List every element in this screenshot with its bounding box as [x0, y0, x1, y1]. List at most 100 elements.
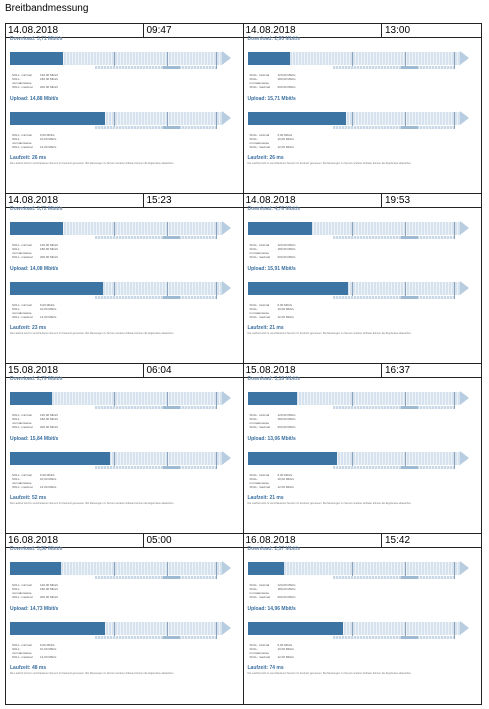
soll-min-label: SOLL: minimal — [249, 583, 270, 587]
upload-title: Upload: 15,91 Mbit/s — [247, 266, 296, 272]
upload-sub-mark — [163, 636, 180, 639]
soll-min-value: 6,00 Mbit/s — [40, 643, 55, 647]
laufzeit-value: Laufzeit: 74 ms — [247, 665, 284, 671]
soll-max-label: SOLL: maximal — [249, 595, 271, 599]
measurement-time: 19:53 — [381, 194, 481, 208]
upload-tick-max — [453, 112, 455, 129]
page-title: Breitbandmessung — [5, 3, 89, 14]
soll-min-value: 6,00 Mbit/s — [277, 303, 293, 307]
soll-max-label: SOLL: maximal — [12, 485, 33, 489]
upload-tick-min — [351, 622, 353, 639]
speedtest-result: Download: 3,18 Mbit/s SOLL: minimal 120,… — [244, 376, 482, 505]
measurement-cell: 14.08.2018 09:47 Download: 3,71 Mbit/s S… — [6, 24, 244, 194]
footnote: Die Laufzeit wird zu verschiedenen Serve… — [10, 672, 175, 675]
upload-gauge — [10, 616, 239, 642]
download-sub-track — [95, 66, 216, 69]
download-sub-mark — [163, 236, 180, 239]
soll-max-value: 200,00 Mbit/s — [40, 85, 59, 89]
soll-min-label: SOLL: minimal — [12, 133, 32, 137]
soll-norm-value: 180,00 Mbit/s — [277, 587, 296, 591]
upload-tick-norm — [167, 452, 168, 469]
download-tick-min — [351, 392, 353, 409]
upload-soll-list: SOLL: minimal 6,00 Mbit/s SOLL: normaler… — [250, 473, 478, 489]
soll-min-value: 120,00 Mbit/s — [40, 413, 59, 417]
speedtest-result: Download: 3,72 Mbit/s SOLL: minimal 120,… — [6, 206, 243, 335]
upload-title: Upload: 13,06 Mbit/s — [247, 436, 296, 442]
upload-scale — [248, 616, 478, 621]
upload-arrow-icon — [222, 621, 231, 635]
download-scale — [10, 216, 239, 221]
measurement-time: 15:23 — [142, 194, 243, 208]
soll-max-label: SOLL: maximal — [249, 485, 271, 489]
download-soll-list: SOLL: minimal 120,00 Mbit/s SOLL: normal… — [250, 243, 478, 259]
soll-norm-value: 10,00 Mbit/s — [40, 137, 57, 141]
soll-min-label: SOLL: minimal — [12, 643, 32, 647]
download-gauge-track — [247, 52, 460, 65]
measurement-cell: 14.08.2018 13:00 Download: 2,95 Mbit/s S… — [243, 24, 482, 194]
download-tick-max — [216, 222, 217, 239]
download-gauge-track — [10, 222, 222, 235]
upload-tick-norm — [167, 622, 168, 639]
soll-min-value: 120,00 Mbit/s — [40, 243, 59, 247]
download-gauge — [247, 386, 478, 412]
upload-tick-max — [216, 622, 217, 639]
soll-max-value: 12,00 Mbit/s — [277, 655, 294, 659]
download-tick-min — [351, 52, 353, 69]
upload-scale — [10, 276, 239, 281]
upload-sub-track — [332, 126, 454, 129]
download-scale — [10, 556, 239, 561]
download-scale — [248, 46, 478, 51]
footnote: Die Laufzeit wird zu verschiedenen Serve… — [247, 502, 412, 505]
soll-min-label: SOLL: minimal — [249, 413, 270, 417]
upload-sub-mark — [400, 636, 418, 639]
upload-sub-track — [332, 296, 454, 299]
cell-header: 14.08.2018 19:53 — [243, 194, 481, 208]
download-tick-min — [351, 222, 353, 239]
upload-soll-list: SOLL: minimal 6,00 Mbit/s SOLL: normaler… — [12, 473, 239, 489]
soll-max-value: 12,00 Mbit/s — [277, 485, 294, 489]
download-soll-list: SOLL: minimal 120,00 Mbit/s SOLL: normal… — [12, 73, 239, 89]
download-gauge-track — [247, 392, 460, 405]
soll-norm-label: SOLL: normalerweise — [12, 417, 32, 425]
upload-gauge — [10, 446, 239, 472]
download-sub-mark — [400, 576, 418, 579]
upload-soll-list: SOLL: minimal 6,00 Mbit/s SOLL: normaler… — [250, 303, 478, 319]
upload-tick-norm — [404, 282, 406, 299]
upload-scale — [10, 616, 239, 621]
download-sub-track — [332, 236, 454, 239]
footnote: Die Laufzeit wird zu verschiedenen Serve… — [247, 672, 412, 675]
upload-tick-min — [114, 112, 115, 129]
measurement-date: 15.08.2018 — [6, 364, 143, 378]
soll-norm-value: 180,00 Mbit/s — [40, 587, 59, 591]
soll-max-value: 12,00 Mbit/s — [277, 145, 294, 149]
download-title: Download: 3,71 Mbit/s — [10, 36, 63, 42]
soll-norm-label: SOLL: normalerweise — [12, 307, 32, 315]
download-gauge-fill — [10, 222, 63, 235]
download-arrow-icon — [222, 561, 231, 575]
soll-norm-value: 10,00 Mbit/s — [277, 477, 294, 481]
download-title: Download: 3,72 Mbit/s — [10, 206, 63, 212]
download-gauge-fill — [10, 562, 61, 575]
download-arrow-icon — [459, 51, 469, 65]
measurement-time: 06:04 — [142, 364, 243, 378]
cell-header: 16.08.2018 15:42 — [243, 534, 481, 548]
speedtest-result: Download: 2,95 Mbit/s SOLL: minimal 120,… — [244, 36, 482, 165]
download-sub-mark — [400, 236, 418, 239]
download-sub-mark — [163, 406, 180, 409]
soll-min-label: SOLL: minimal — [12, 73, 32, 77]
soll-max-value: 12,00 Mbit/s — [40, 655, 57, 659]
upload-tick-norm — [404, 622, 406, 639]
download-arrow-icon — [222, 391, 231, 405]
upload-soll-list: SOLL: minimal 6,00 Mbit/s SOLL: normaler… — [12, 643, 239, 659]
download-soll-list: SOLL: minimal 120,00 Mbit/s SOLL: normal… — [12, 583, 239, 599]
upload-scale — [10, 446, 239, 451]
upload-soll-list: SOLL: minimal 6,00 Mbit/s SOLL: normaler… — [12, 133, 239, 149]
download-tick-norm — [404, 52, 406, 69]
laufzeit-value: Laufzeit: 21 ms — [247, 495, 284, 501]
soll-max-value: 12,00 Mbit/s — [277, 315, 294, 319]
soll-norm-value: 180,00 Mbit/s — [40, 77, 59, 81]
download-gauge — [247, 46, 478, 72]
download-gauge — [247, 556, 478, 582]
upload-gauge-fill — [247, 112, 346, 125]
upload-gauge-fill — [247, 622, 343, 635]
